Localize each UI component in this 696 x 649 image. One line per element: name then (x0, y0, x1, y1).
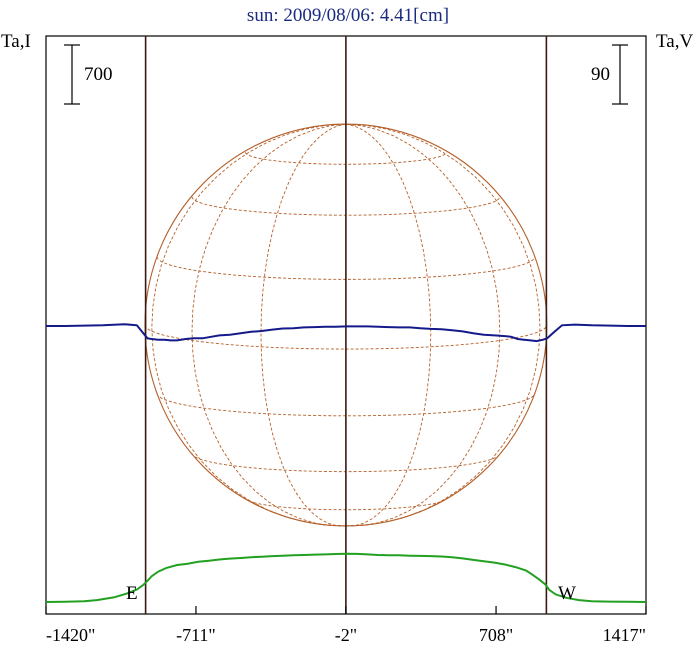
chart-title: sun: 2009/08/06: 4.41[cm] (247, 5, 449, 26)
longitude-line (260, 123, 346, 527)
x-tick-label: -1420" (46, 625, 95, 645)
right-scale-label: 90 (591, 64, 610, 85)
west-label: W (558, 583, 576, 604)
left-scale-bar (64, 44, 80, 105)
left-scale-label: 700 (84, 64, 113, 85)
longitude-line (345, 123, 501, 527)
series-group (45, 323, 647, 603)
longitude-line (345, 123, 432, 527)
left-axis-label: Ta,I (1, 31, 31, 52)
right-axis-label: Ta,V (656, 31, 693, 52)
east-label: E (126, 583, 138, 604)
x-tick-label: -2" (335, 625, 357, 645)
longitude-line (151, 123, 346, 527)
x-tick-label: 708" (479, 625, 513, 645)
series-intensity-line (45, 552, 647, 603)
longitude-line (191, 123, 346, 527)
limb-lines (144, 36, 548, 614)
x-axis-ticks: -1420" -711" -2" 708" 1417" (45, 606, 647, 645)
x-tick-label: 1417" (603, 625, 646, 645)
series-polarization-line (46, 323, 646, 343)
x-tick-label: -711" (176, 625, 216, 645)
longitude-line (345, 123, 541, 527)
right-scale-bar (612, 44, 628, 105)
